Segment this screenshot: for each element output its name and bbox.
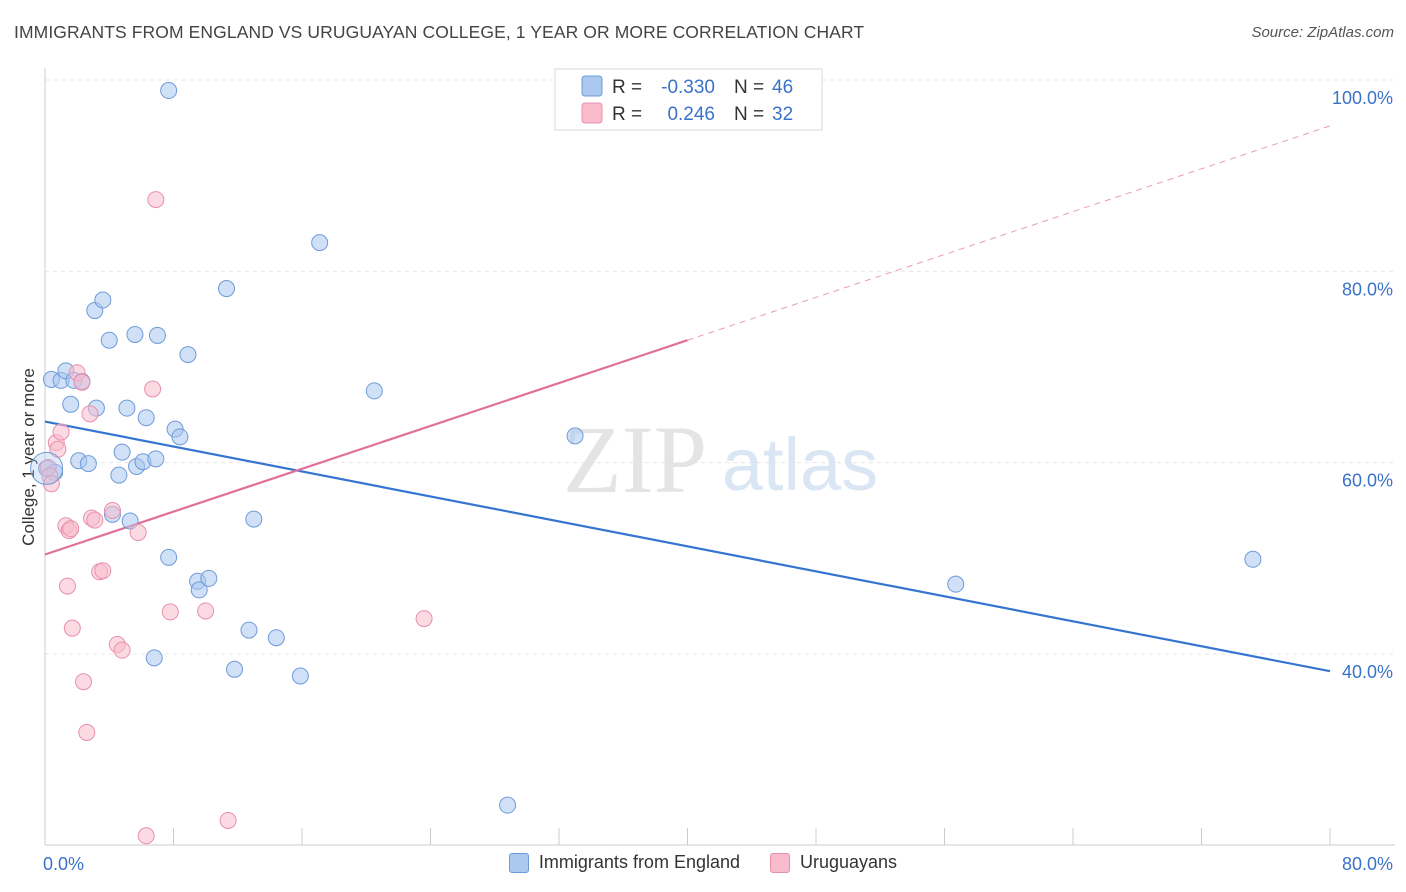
- point-england: [113, 443, 131, 461]
- legend-r-label-1: R =: [612, 77, 642, 98]
- legend-label-england: Immigrants from England: [538, 852, 740, 872]
- point-england: [160, 548, 178, 566]
- point-england: [267, 629, 285, 647]
- legend-r-value-2: 0.246: [667, 104, 715, 125]
- y-tick-label: 60.0%: [1342, 471, 1393, 491]
- point-england: [126, 325, 144, 343]
- point-uruguayans: [129, 524, 147, 542]
- legend-label-uruguayans: Uruguayans: [800, 852, 898, 872]
- point-england: [94, 291, 112, 309]
- y-tick-label: 40.0%: [1342, 662, 1393, 682]
- point-england: [137, 409, 155, 427]
- point-england: [566, 427, 584, 445]
- trend-line-uruguayans: [44, 339, 688, 556]
- point-uruguayans: [62, 520, 80, 538]
- trend-line-uruguayans-extension: [687, 125, 1331, 341]
- x-tick-label: 0.0%: [43, 854, 84, 874]
- bottom-legend: Immigrants from England Uruguayans: [0, 852, 1406, 873]
- point-england: [118, 399, 136, 417]
- point-england: [171, 428, 189, 446]
- point-uruguayans: [81, 405, 99, 423]
- legend-n-label-1: N =: [734, 77, 764, 98]
- point-england: [1244, 550, 1262, 568]
- point-uruguayans: [197, 602, 215, 620]
- point-england: [365, 382, 383, 400]
- y-tick-label: 80.0%: [1342, 279, 1393, 299]
- point-uruguayans: [144, 380, 162, 398]
- point-uruguayans: [161, 603, 179, 621]
- point-uruguayans: [147, 191, 165, 209]
- gridlines: [45, 79, 1395, 655]
- point-uruguayans: [94, 562, 112, 580]
- point-england: [148, 326, 166, 344]
- point-uruguayans: [75, 673, 93, 691]
- point-england: [200, 569, 218, 587]
- axes: [44, 68, 1395, 846]
- legend-n-value-2: 32: [772, 104, 793, 125]
- point-uruguayans: [113, 641, 131, 659]
- point-england: [100, 331, 118, 349]
- legend-n-label-2: N =: [734, 104, 764, 125]
- x-tick-label: 80.0%: [1342, 854, 1393, 874]
- point-england: [226, 660, 244, 678]
- point-uruguayans: [219, 811, 237, 829]
- tick-labels: 40.0% 60.0% 80.0% 100.0% 0.0% 80.0%: [43, 88, 1393, 874]
- trend-line-england: [44, 420, 1331, 673]
- point-england: [311, 234, 329, 252]
- point-england: [179, 346, 197, 364]
- point-england: [240, 621, 258, 639]
- point-uruguayans: [86, 511, 104, 529]
- source-credit: Source: ZipAtlas.com: [1251, 24, 1394, 41]
- watermark: ZIP atlas: [563, 406, 878, 513]
- point-uruguayans: [58, 577, 76, 595]
- point-uruguayans: [63, 619, 81, 637]
- point-uruguayans: [103, 502, 121, 519]
- point-england: [947, 575, 965, 593]
- point-england: [79, 455, 97, 473]
- point-england-cluster: [30, 451, 64, 485]
- point-england: [145, 649, 163, 667]
- point-england: [218, 280, 236, 298]
- stats-legend: R = -0.330 N = 46 R = 0.246 N = 32: [554, 68, 823, 131]
- point-england: [160, 82, 178, 100]
- watermark-zip: ZIP: [563, 406, 707, 513]
- legend-r-label-2: R =: [612, 104, 642, 125]
- point-england: [291, 667, 309, 685]
- point-england: [190, 581, 208, 599]
- legend-n-value-1: 46: [772, 77, 793, 98]
- legend-swatch-pink: [581, 102, 603, 124]
- point-uruguayans: [415, 610, 433, 628]
- point-england: [499, 796, 517, 814]
- point-uruguayans: [137, 827, 155, 845]
- point-uruguayans: [73, 373, 91, 391]
- point-uruguayans: [78, 723, 96, 741]
- point-england: [62, 395, 80, 413]
- legend-item-uruguayans[interactable]: Uruguayans: [770, 852, 897, 873]
- watermark-atlas: atlas: [722, 423, 878, 506]
- chart-title: IMMIGRANTS FROM ENGLAND VS URUGUAYAN COL…: [14, 22, 865, 42]
- legend-r-value-1: -0.330: [661, 77, 715, 98]
- point-uruguayans: [52, 423, 70, 441]
- point-england: [110, 466, 128, 484]
- point-england: [147, 450, 165, 468]
- y-tick-label: 100.0%: [1332, 88, 1393, 108]
- point-england: [245, 510, 263, 528]
- legend-swatch-england: [508, 852, 529, 873]
- legend-item-england[interactable]: Immigrants from England: [508, 852, 740, 873]
- trend-lines: [44, 125, 1331, 673]
- legend-swatch-blue: [581, 75, 603, 97]
- legend-swatch-uruguayans: [770, 852, 790, 873]
